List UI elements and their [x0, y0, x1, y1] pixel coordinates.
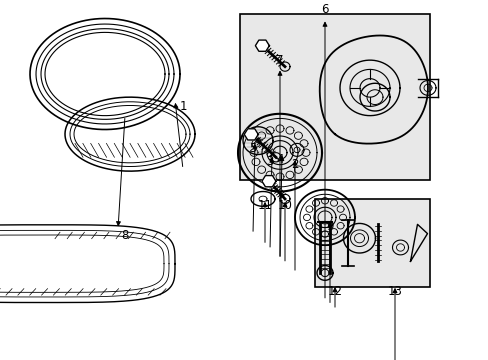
- Text: 6: 6: [321, 3, 328, 16]
- Text: 11: 11: [257, 199, 272, 212]
- Text: 4: 4: [276, 153, 283, 166]
- Text: 10: 10: [277, 199, 292, 212]
- Polygon shape: [244, 129, 258, 140]
- Text: 12: 12: [327, 285, 342, 298]
- Text: 5: 5: [249, 141, 256, 154]
- Text: 7: 7: [276, 54, 283, 67]
- Text: 8: 8: [121, 229, 128, 242]
- Text: 1: 1: [179, 100, 186, 113]
- FancyBboxPatch shape: [240, 14, 429, 180]
- Text: 9: 9: [325, 220, 333, 233]
- Polygon shape: [255, 40, 269, 51]
- Text: 2: 2: [291, 158, 298, 171]
- FancyBboxPatch shape: [314, 199, 429, 287]
- Text: 13: 13: [387, 285, 402, 298]
- Text: 3: 3: [266, 156, 273, 168]
- Polygon shape: [262, 176, 275, 187]
